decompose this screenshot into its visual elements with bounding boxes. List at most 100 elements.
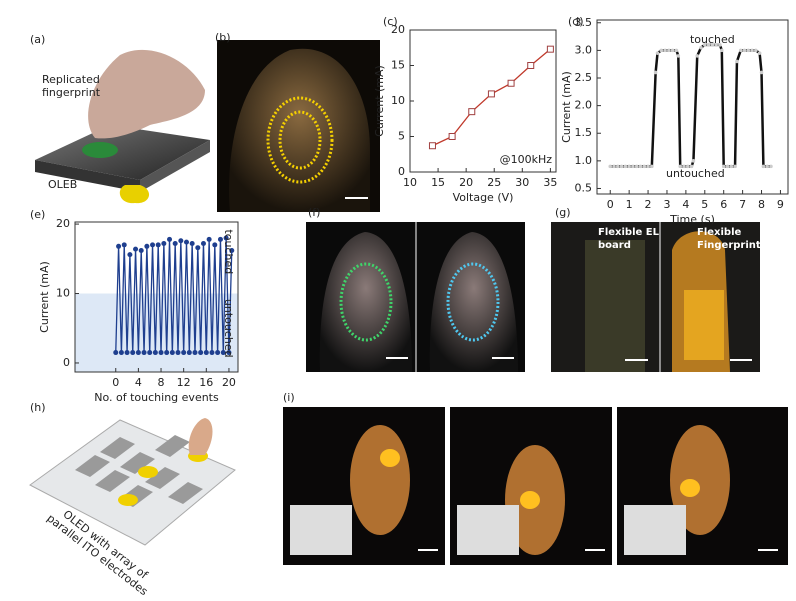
data-line (115, 237, 233, 353)
data-point (468, 108, 476, 116)
data-point (167, 236, 173, 242)
data-point (189, 241, 195, 247)
x-tick-label: 8 (158, 376, 165, 389)
data-point (155, 242, 161, 248)
panel-label: (a) (30, 33, 45, 46)
panel-label: (h) (30, 401, 46, 414)
y-tick-label: 0 (398, 165, 405, 178)
y-tick-label: 10 (391, 94, 405, 107)
data-point (765, 164, 769, 169)
data-point (150, 242, 156, 248)
data-point (702, 43, 707, 47)
panel-label: (i) (283, 391, 295, 404)
data-point (192, 350, 198, 356)
annotation: touched (690, 33, 735, 46)
data-point (754, 48, 758, 53)
x-tick-label: 6 (720, 198, 727, 211)
panel-label: (f) (308, 206, 320, 219)
data-point (130, 350, 136, 356)
panel-a-illustration (35, 49, 210, 204)
data-point (757, 51, 762, 55)
data-point (650, 164, 654, 169)
y-tick-label: 2.0 (575, 99, 593, 112)
annotation: Flexible EL (598, 227, 660, 238)
y-tick-label: 1.5 (575, 126, 593, 139)
data-line (610, 43, 771, 168)
data-point (663, 48, 667, 53)
data-point (144, 243, 150, 249)
data-point (206, 236, 212, 242)
annotation: fingerprint (42, 86, 101, 99)
x-axis-label: No. of touching events (94, 391, 219, 404)
y-axis-label: Current (mA) (373, 65, 386, 137)
annotation: @100kHz (500, 153, 553, 166)
data-point (226, 350, 232, 356)
data-point (720, 48, 724, 53)
data-point (203, 350, 209, 356)
data-point (634, 164, 639, 169)
x-axis-label: Time (s) (669, 213, 715, 226)
data-point (761, 164, 766, 169)
data-point (118, 350, 124, 356)
y-tick-label: 0.5 (575, 181, 593, 194)
x-tick-label: 5 (701, 198, 708, 211)
x-tick-label: 9 (777, 198, 784, 211)
y-tick-label: 3.5 (575, 16, 593, 29)
y-tick-label: 0 (63, 356, 70, 369)
data-point (667, 48, 671, 53)
x-tick-label: 25 (487, 176, 501, 189)
x-tick-label: 30 (515, 176, 529, 189)
data-point (638, 164, 643, 169)
data-point (714, 43, 718, 47)
x-tick-label: 12 (177, 376, 191, 389)
data-point (735, 59, 739, 64)
data-point (750, 48, 754, 53)
data-point (689, 164, 694, 169)
x-tick-label: 2 (645, 198, 652, 211)
data-point (616, 164, 620, 169)
data-point (642, 164, 647, 169)
y-tick-label: 20 (391, 23, 405, 36)
panel-label: (g) (555, 206, 571, 219)
data-point (769, 164, 773, 169)
y-tick-label: 1.0 (575, 154, 593, 167)
data-point (209, 350, 215, 356)
data-point (674, 48, 679, 53)
data-point (691, 159, 696, 163)
data-point (183, 239, 189, 245)
side-label: touched (222, 229, 235, 274)
axes-frame (74, 221, 239, 373)
y-axis-label: Current (mA) (38, 261, 51, 333)
y-tick-label: 10 (56, 287, 70, 300)
x-tick-label: 0 (607, 198, 614, 211)
data-point (746, 48, 751, 53)
data-point (710, 43, 715, 47)
x-axis-label: Voltage (V) (453, 191, 514, 204)
data-point (659, 48, 664, 53)
data-point (223, 235, 229, 241)
annotation: board (598, 240, 631, 251)
data-point (200, 241, 206, 247)
y-axis-label: Current (mA) (560, 71, 573, 143)
side-label: untouched (222, 299, 235, 358)
y-tick-label: 3.0 (575, 43, 593, 56)
data-point (670, 48, 675, 53)
data-point (229, 247, 235, 253)
y-tick-label: 20 (56, 217, 70, 230)
data-point (186, 350, 192, 356)
data-point (682, 164, 686, 169)
data-point (135, 350, 141, 356)
data-point (152, 350, 158, 356)
data-point (164, 350, 170, 356)
annotation: Fingerprint (697, 240, 761, 251)
data-point (738, 48, 743, 53)
data-point (676, 54, 681, 58)
x-tick-label: 10 (403, 176, 417, 189)
panel-label: (c) (383, 15, 398, 28)
data-point (428, 142, 436, 150)
x-tick-label: 20 (459, 176, 473, 189)
panel-label: (d) (568, 15, 584, 28)
data-point (655, 51, 660, 55)
data-point (113, 350, 119, 356)
data-point (178, 238, 184, 244)
